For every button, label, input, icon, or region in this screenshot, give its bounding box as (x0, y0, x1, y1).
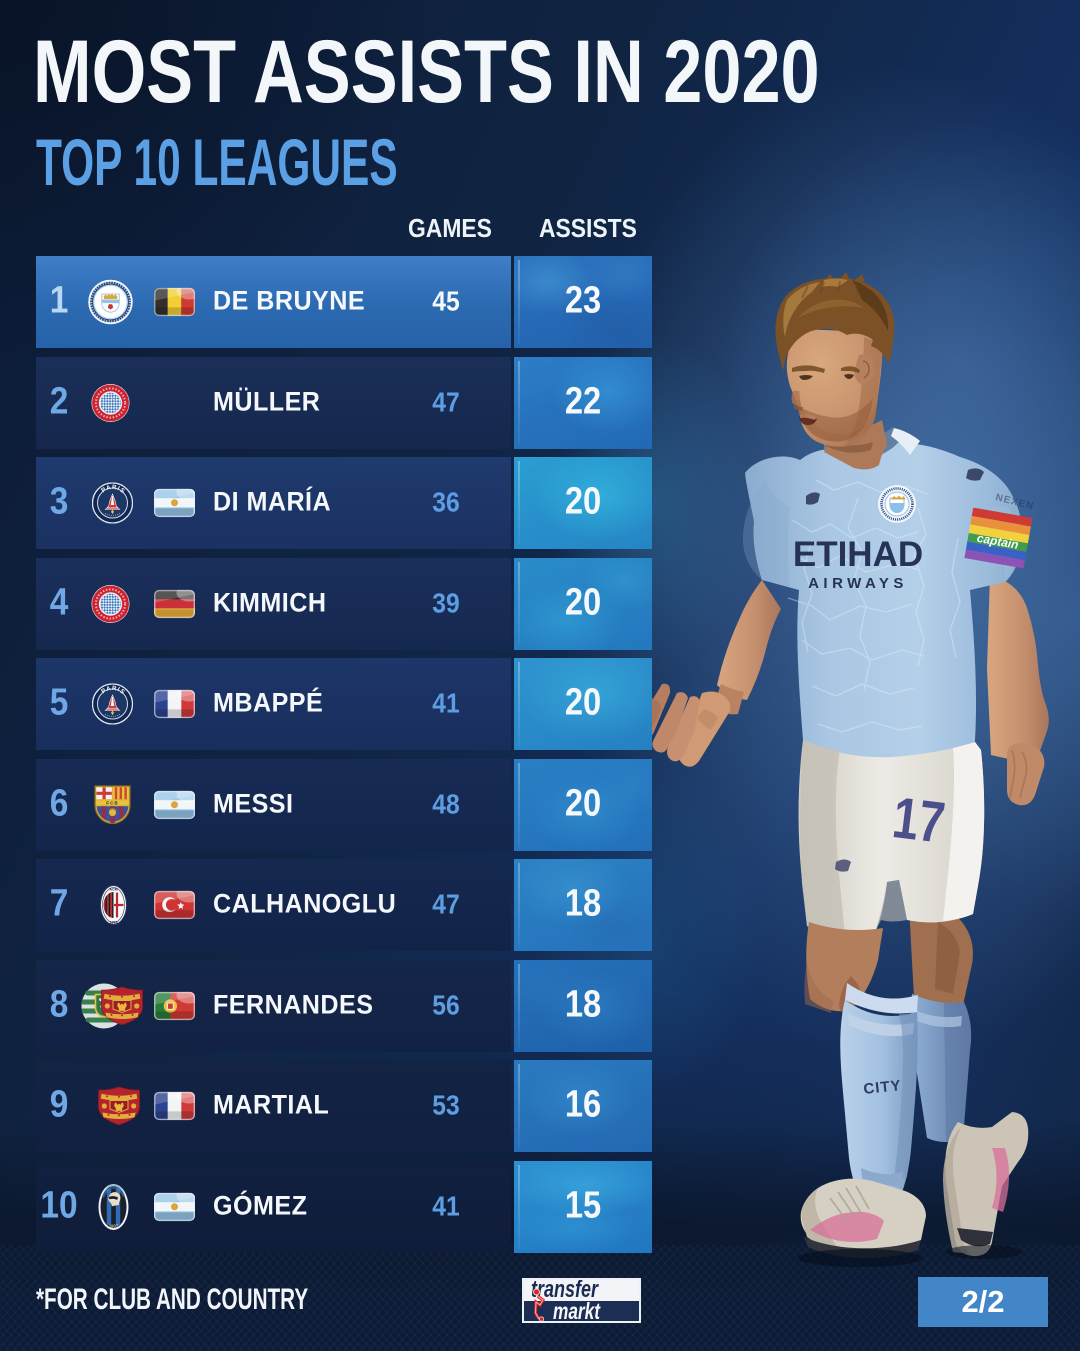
svg-text:CITY: CITY (863, 1077, 903, 1098)
svg-text:ETIHAD: ETIHAD (793, 535, 923, 574)
svg-text:AIRWAYS: AIRWAYS (808, 575, 908, 592)
svg-text:PARIS: PARIS (100, 685, 126, 696)
svg-text:ACM: ACM (109, 887, 117, 891)
svg-text:1907: 1907 (109, 1223, 119, 1228)
svg-text:PARIS: PARIS (100, 484, 126, 495)
svg-text:1899: 1899 (110, 921, 118, 925)
svg-text:17: 17 (889, 785, 948, 856)
svg-text:FCB: FCB (106, 800, 118, 805)
